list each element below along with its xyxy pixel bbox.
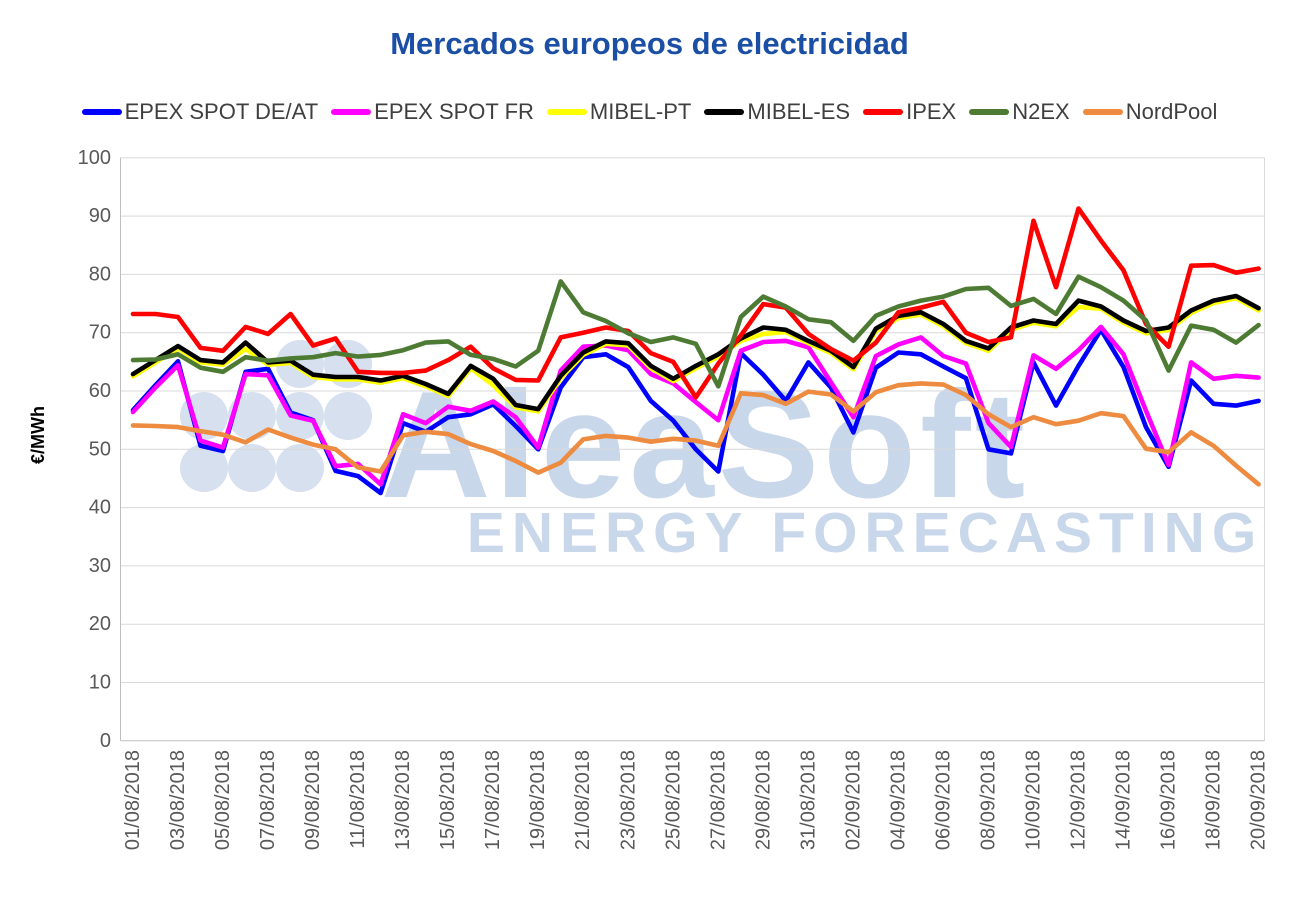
svg-text:40: 40 xyxy=(89,497,111,519)
svg-text:29/08/2018: 29/08/2018 xyxy=(752,750,774,850)
series-line-mibel-es xyxy=(130,293,1261,412)
svg-text:16/09/2018: 16/09/2018 xyxy=(1158,750,1180,850)
y-axis-title: €/MWh xyxy=(28,406,48,464)
svg-text:08/09/2018: 08/09/2018 xyxy=(977,750,999,850)
legend-item-mibel-es: MIBEL-ES xyxy=(704,99,850,125)
legend-swatch xyxy=(546,109,587,115)
series-line-n2ex xyxy=(130,274,1261,389)
svg-text:90: 90 xyxy=(89,205,111,227)
svg-text:14/09/2018: 14/09/2018 xyxy=(1113,750,1135,850)
legend-item-epex-spot-de-at: EPEX SPOT DE/AT xyxy=(81,99,319,125)
legend-swatch xyxy=(81,109,122,115)
legend-item-mibel-pt: MIBEL-PT xyxy=(546,99,692,125)
svg-text:17/08/2018: 17/08/2018 xyxy=(482,750,504,850)
legend-swatch xyxy=(863,109,904,115)
legend-label: MIBEL-ES xyxy=(747,99,851,124)
svg-text:04/09/2018: 04/09/2018 xyxy=(887,750,909,850)
svg-text:30: 30 xyxy=(89,555,111,577)
series-line-nordpool xyxy=(130,381,1261,487)
svg-text:06/09/2018: 06/09/2018 xyxy=(932,750,954,850)
legend-label: EPEX SPOT FR xyxy=(374,99,534,124)
svg-text:50: 50 xyxy=(89,438,111,460)
svg-text:10: 10 xyxy=(89,672,111,694)
svg-text:25/08/2018: 25/08/2018 xyxy=(662,750,684,850)
legend-item-epex-spot-fr: EPEX SPOT FR xyxy=(331,99,534,125)
svg-text:0: 0 xyxy=(100,730,111,752)
svg-text:70: 70 xyxy=(89,322,111,344)
svg-text:10/09/2018: 10/09/2018 xyxy=(1022,750,1044,850)
legend-swatch xyxy=(1082,109,1123,115)
legend-item-ipex: IPEX xyxy=(863,99,956,125)
svg-text:20: 20 xyxy=(89,613,111,635)
svg-text:19/08/2018: 19/08/2018 xyxy=(527,750,549,850)
x-axis-tick-labels: 01/08/2018 03/08/2018 05/08/2018 07/08/2018… xyxy=(122,750,1270,850)
legend-label: N2EX xyxy=(1012,99,1070,124)
svg-text:20/09/2018: 20/09/2018 xyxy=(1248,750,1270,850)
svg-text:13/08/2018: 13/08/2018 xyxy=(392,750,414,850)
svg-text:09/08/2018: 09/08/2018 xyxy=(302,750,324,850)
series-line-ipex xyxy=(130,206,1261,400)
svg-text:18/09/2018: 18/09/2018 xyxy=(1203,750,1225,850)
svg-text:07/08/2018: 07/08/2018 xyxy=(257,750,279,850)
svg-text:21/08/2018: 21/08/2018 xyxy=(572,750,594,850)
svg-text:11/08/2018: 11/08/2018 xyxy=(347,750,369,849)
gridlines xyxy=(120,157,1265,683)
svg-text:03/08/2018: 03/08/2018 xyxy=(167,750,189,850)
svg-text:12/09/2018: 12/09/2018 xyxy=(1068,750,1090,850)
legend-label: NordPool xyxy=(1125,99,1218,124)
watermark-text-energy-forecasting: ENERGY FORECASTING xyxy=(467,501,1263,565)
legend-swatch xyxy=(704,109,745,115)
svg-text:27/08/2018: 27/08/2018 xyxy=(707,750,729,850)
series-line-epex-spot-fr xyxy=(130,324,1261,487)
legend-label: MIBEL-PT xyxy=(589,99,692,124)
svg-text:05/08/2018: 05/08/2018 xyxy=(212,750,234,850)
legend-item-nordpool: NordPool xyxy=(1082,99,1218,125)
svg-text:100: 100 xyxy=(78,147,111,169)
legend-swatch xyxy=(969,109,1010,115)
svg-text:23/08/2018: 23/08/2018 xyxy=(617,750,639,850)
svg-text:31/08/2018: 31/08/2018 xyxy=(797,750,819,850)
svg-text:80: 80 xyxy=(89,263,111,285)
svg-text:02/09/2018: 02/09/2018 xyxy=(842,750,864,850)
legend-label: IPEX xyxy=(906,99,957,124)
series-lines xyxy=(130,206,1261,496)
svg-text:60: 60 xyxy=(89,380,111,402)
svg-text:01/08/2018: 01/08/2018 xyxy=(122,750,144,850)
legend-item-n2ex: N2EX xyxy=(969,99,1070,125)
legend-swatch xyxy=(331,109,372,115)
legend-label: EPEX SPOT DE/AT xyxy=(124,99,319,124)
chart-legend: EPEX SPOT DE/AT EPEX SPOT FR MIBEL-PT MIBEL… xyxy=(0,99,1299,125)
y-axis-tick-labels: 0 10 20 30 40 50 60 70 80 90 100 xyxy=(78,147,111,752)
chart-title: Mercados europeos de electricidad xyxy=(390,26,909,61)
svg-text:15/08/2018: 15/08/2018 xyxy=(437,750,459,850)
